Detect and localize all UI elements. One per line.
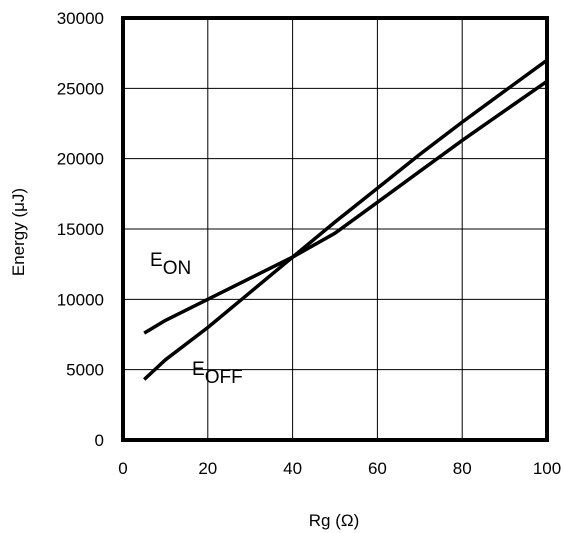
plot-frame <box>121 16 549 442</box>
grid <box>123 18 547 440</box>
eon-series-label: EON <box>150 250 191 279</box>
eoff-series-line <box>143 58 549 381</box>
x-axis-label: Rg (Ω) <box>309 511 360 530</box>
y-tick-label: 15000 <box>57 220 104 239</box>
x-tick-label: 60 <box>368 459 387 478</box>
x-tick-label: 40 <box>283 459 302 478</box>
x-tick-label: 0 <box>118 459 127 478</box>
y-tick-label: 20000 <box>57 150 104 169</box>
y-tick-label: 30000 <box>57 9 104 28</box>
x-tick-label: 20 <box>198 459 217 478</box>
y-tick-label: 10000 <box>57 290 104 309</box>
eon-series-line <box>143 79 548 335</box>
x-tick-label: 100 <box>533 459 561 478</box>
y-tick-label: 0 <box>95 431 104 450</box>
eon-label-main: E <box>150 250 163 271</box>
series-group <box>143 58 549 381</box>
y-tick-label: 25000 <box>57 79 104 98</box>
y-axis-label: Energy (μJ) <box>9 188 28 276</box>
eoff-label-main: E <box>192 359 205 380</box>
axis-ticks: 0 20 40 60 80 100 0 5000 10000 15000 20000 25000 300… <box>57 9 561 478</box>
x-tick-label: 80 <box>453 459 472 478</box>
eoff-series-label: EOFF <box>192 359 243 388</box>
eon-label-subscript: ON <box>163 258 192 279</box>
y-tick-label: 5000 <box>66 361 104 380</box>
eoff-label-subscript: OFF <box>205 367 243 388</box>
